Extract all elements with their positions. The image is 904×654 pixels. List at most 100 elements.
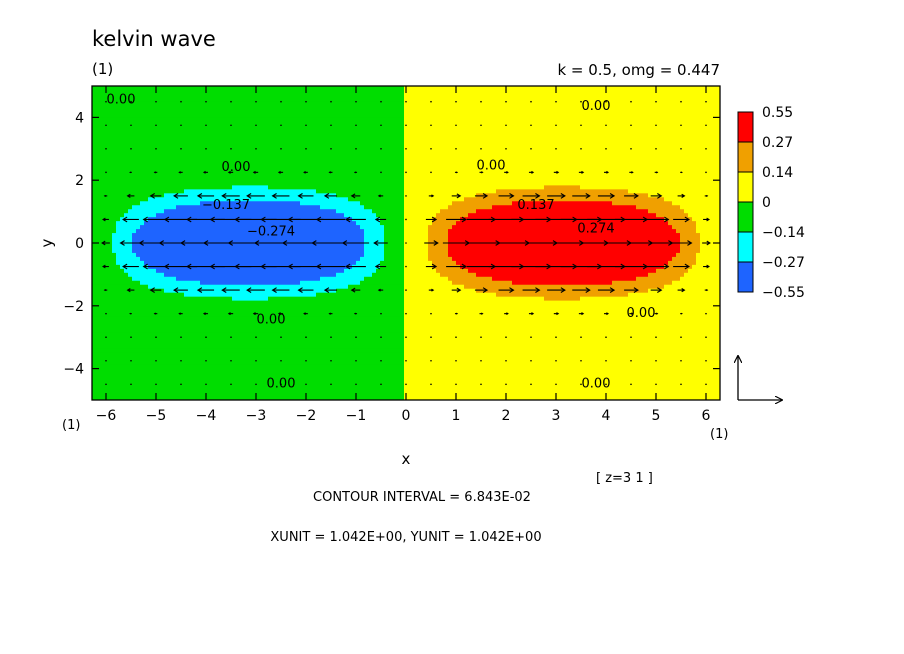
field-cell — [276, 86, 281, 91]
field-cell — [300, 356, 305, 361]
field-cell — [188, 364, 193, 369]
field-cell — [120, 320, 125, 326]
field-cell — [256, 380, 261, 385]
field-cell — [296, 384, 301, 389]
field-cell — [240, 324, 245, 330]
field-cell — [168, 93, 173, 99]
field-cell — [280, 268, 285, 274]
field-cell — [132, 165, 137, 171]
field-cell — [172, 197, 177, 202]
field-cell — [236, 268, 241, 274]
field-cell — [264, 296, 269, 302]
field-cell — [260, 189, 265, 194]
field-cell — [228, 189, 233, 194]
field-cell — [140, 237, 145, 242]
field-cell — [168, 173, 173, 179]
field-cell — [112, 252, 117, 258]
field-cell — [284, 336, 289, 341]
field-cell — [328, 320, 333, 326]
field-cell — [96, 328, 101, 334]
field-cell — [136, 93, 141, 99]
field-cell — [232, 229, 237, 234]
field-cell — [284, 101, 289, 107]
field-cell — [216, 201, 221, 206]
field-cell — [128, 328, 133, 334]
field-cell — [180, 332, 185, 337]
field-cell — [264, 264, 269, 270]
field-cell — [216, 141, 221, 147]
field-cell — [336, 201, 341, 206]
field-cell — [124, 324, 129, 330]
field-cell — [180, 86, 185, 91]
field-cell — [304, 169, 309, 175]
field-cell — [260, 372, 265, 377]
field-cell — [320, 213, 325, 218]
field-cell — [336, 185, 341, 190]
field-cell — [188, 340, 193, 345]
field-cell — [332, 352, 337, 357]
field-cell — [260, 360, 265, 365]
field-cell — [148, 189, 153, 194]
field-cell — [328, 248, 333, 254]
field-cell — [92, 328, 97, 334]
field-cell — [152, 141, 157, 147]
field-cell — [280, 288, 285, 294]
field-cell — [300, 149, 305, 155]
field-cell — [224, 384, 229, 389]
field-cell — [172, 260, 177, 266]
field-cell — [100, 340, 105, 345]
field-cell — [232, 352, 237, 357]
field-cell — [124, 225, 129, 230]
field-cell — [184, 264, 189, 270]
field-cell — [192, 117, 197, 123]
field-cell — [296, 276, 301, 282]
field-cell — [332, 340, 337, 345]
field-cell — [164, 348, 169, 353]
field-cell — [108, 316, 113, 322]
field-cell — [320, 153, 325, 159]
field-cell — [340, 360, 345, 365]
field-cell — [224, 356, 229, 361]
field-cell — [100, 109, 105, 115]
field-cell — [168, 113, 173, 119]
field-cell — [168, 117, 173, 123]
field-cell — [220, 117, 225, 123]
field-cell — [184, 328, 189, 334]
field-cell — [228, 356, 233, 361]
field-cell — [308, 157, 313, 163]
field-cell — [332, 296, 337, 302]
field-cell — [240, 193, 245, 198]
field-cell — [100, 193, 105, 198]
field-cell — [268, 380, 273, 385]
field-cell — [336, 173, 341, 179]
field-cell — [140, 272, 145, 278]
field-cell — [296, 233, 301, 238]
field-cell — [184, 340, 189, 345]
field-cell — [248, 336, 253, 341]
field-cell — [92, 256, 97, 262]
field-cell — [300, 324, 305, 330]
field-cell — [172, 185, 177, 190]
field-cell — [272, 177, 277, 182]
field-cell — [156, 392, 161, 397]
field-cell — [300, 165, 305, 171]
field-cell — [248, 137, 253, 143]
field-cell — [152, 225, 157, 230]
field-cell — [316, 161, 321, 167]
field-cell — [212, 141, 217, 147]
field-cell — [108, 205, 113, 210]
field-cell — [108, 348, 113, 353]
field-cell — [104, 292, 109, 298]
field-cell — [164, 260, 169, 266]
field-cell — [124, 93, 129, 99]
field-cell — [240, 364, 245, 369]
field-cell — [276, 252, 281, 258]
field-cell — [340, 312, 345, 318]
field-cell — [236, 284, 241, 290]
chart-subtitle: k = 0.5, omg = 0.447 — [557, 61, 720, 79]
field-cell — [244, 244, 249, 250]
field-cell — [140, 352, 145, 357]
field-cell — [164, 340, 169, 345]
field-cell — [228, 392, 233, 397]
field-cell — [132, 368, 137, 373]
